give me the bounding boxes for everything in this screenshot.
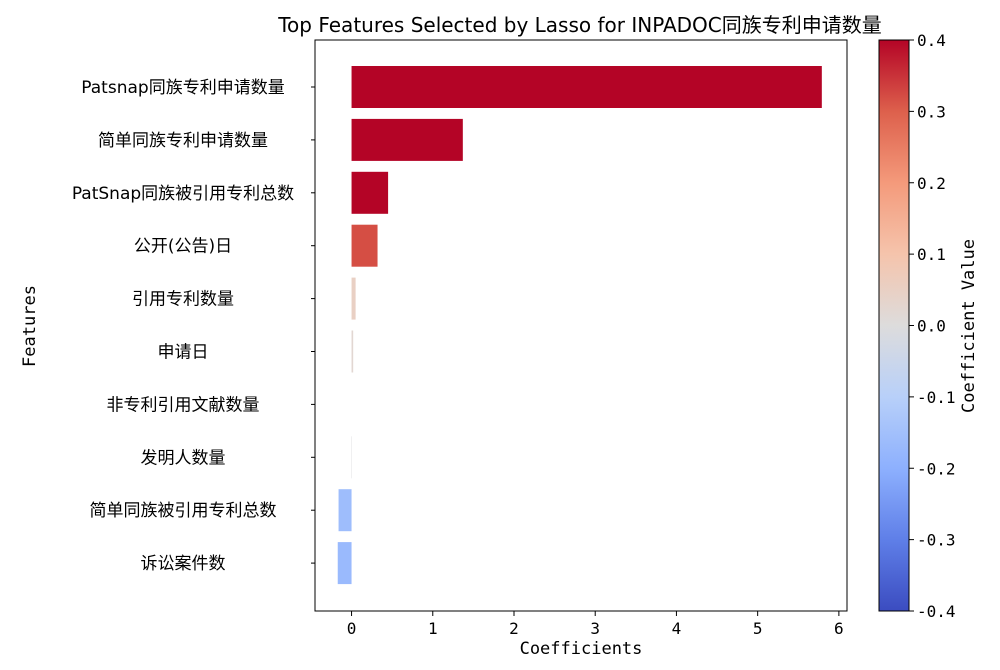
bar-8 [339, 489, 352, 531]
colorbar-tick-label-4: 0.0 [917, 317, 946, 336]
bar-5 [352, 331, 354, 373]
bars-layer [338, 66, 822, 584]
colorbar-ticks: -0.4 -0.3 -0.2 -0.1 0.0 0.1 0.2 0.3 0.4 [909, 31, 956, 621]
x-tick-label-4: 4 [672, 619, 682, 638]
colorbar [879, 40, 909, 611]
x-tick-label-5: 5 [753, 619, 763, 638]
y-tick-label-4: 引用专利数量 [132, 290, 234, 310]
chart-title: Top Features Selected by Lasso for INPAD… [277, 13, 882, 37]
bar-1 [352, 119, 463, 161]
x-tick-label-1: 1 [428, 619, 438, 638]
y-axis-label: Features [20, 285, 40, 367]
bar-3 [352, 225, 378, 267]
colorbar-tick-label-3: -0.1 [917, 388, 956, 407]
colorbar-label: Coefficient Value [959, 239, 979, 413]
colorbar-tick-label-7: 0.3 [917, 102, 946, 121]
bar-4 [352, 278, 356, 320]
y-tick-label-1: 简单同族专利申请数量 [98, 131, 268, 151]
colorbar-tick-label-5: 0.1 [917, 245, 946, 264]
bar-0 [352, 66, 822, 108]
x-tick-label-0: 0 [347, 619, 357, 638]
colorbar-tick-label-1: -0.3 [917, 531, 956, 550]
y-tick-label-0: Patsnap同族专利申请数量 [81, 78, 284, 98]
colorbar-tick-label-0: -0.4 [917, 602, 956, 621]
colorbar-tick-label-2: -0.2 [917, 459, 956, 478]
x-tick-label-2: 2 [509, 619, 519, 638]
y-tick-label-8: 简单同族被引用专利总数 [90, 501, 277, 521]
bar-2 [352, 172, 389, 214]
x-tick-label-6: 6 [834, 619, 844, 638]
x-tick-label-3: 3 [590, 619, 600, 638]
y-tick-labels: Patsnap同族专利申请数量简单同族专利申请数量 PatSnap同族被引用专利总… [72, 78, 315, 574]
colorbar-tick-label-8: 0.4 [917, 31, 946, 50]
y-tick-label-6: 非专利引用文献数量 [107, 395, 260, 415]
y-tick-label-7: 发明人数量 [141, 448, 226, 468]
y-tick-label-2: PatSnap同族被引用专利总数 [72, 184, 294, 204]
y-tick-label-3: 公开(公告)日 [134, 237, 232, 257]
bar-9 [338, 542, 352, 584]
y-tick-label-5: 申请日 [158, 343, 209, 363]
colorbar-tick-label-6: 0.2 [917, 174, 946, 193]
y-tick-label-9: 诉讼案件数 [141, 554, 226, 574]
x-axis-label: Coefficients [520, 639, 643, 659]
x-axis-ticks: 0 1 2 3 4 5 6 [347, 611, 844, 638]
